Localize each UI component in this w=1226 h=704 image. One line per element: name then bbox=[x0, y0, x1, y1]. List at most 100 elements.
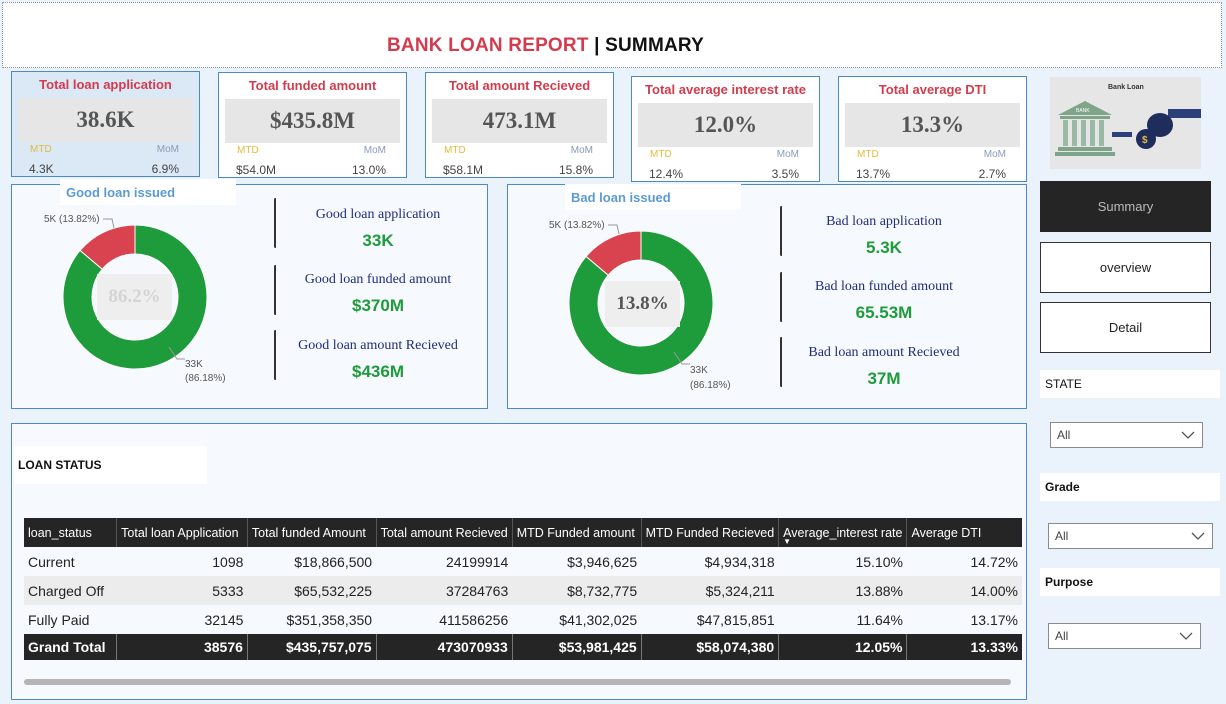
kpi-average-dti[interactable]: Total average DTI 13.3% MTD MoM 13.7% 2.… bbox=[838, 76, 1027, 182]
page-title: BANK LOAN REPORT | SUMMARY bbox=[387, 35, 704, 57]
small-slice-label: 5K (13.82%) bbox=[44, 214, 100, 225]
large-slice-label-count: 33K bbox=[690, 365, 708, 376]
table-cell: $5,324,211 bbox=[641, 576, 779, 605]
slice-leader-lines bbox=[673, 351, 690, 365]
kpi-average-interest-rate[interactable]: Total average interest rate 12.0% MTD Mo… bbox=[631, 76, 820, 182]
large-slice-label-percent: (86.18%) bbox=[690, 380, 731, 391]
kpi-label: Total funded amount bbox=[248, 78, 377, 93]
column-header[interactable]: Total amount Recieved bbox=[376, 518, 513, 547]
column-header[interactable]: MTD Funded Recieved bbox=[641, 518, 780, 547]
chevron-down-icon bbox=[1181, 431, 1195, 439]
table-cell: $351,358,350 bbox=[286, 611, 373, 628]
table-cell: $3,946,625 bbox=[567, 553, 638, 570]
kpi-value: 38.6K bbox=[18, 98, 193, 142]
bad-loan-title: Bad loan issued bbox=[565, 184, 741, 210]
bad-loan-donut[interactable] bbox=[556, 218, 726, 388]
table-cell: Fully Paid bbox=[28, 611, 90, 628]
grade-filter-select[interactable]: All bbox=[1048, 523, 1213, 549]
metric-value: 65.53M bbox=[855, 303, 913, 322]
table-cell: $435,757,075 bbox=[247, 634, 377, 660]
column-header[interactable]: MTD Funded amount bbox=[512, 518, 642, 547]
mtd-value: $58.1M bbox=[443, 163, 484, 177]
slice-leader-lines bbox=[103, 218, 115, 229]
mom-value: 15.8% bbox=[558, 163, 593, 177]
logo-caption: Bank Loan bbox=[1108, 84, 1144, 91]
logo-building-text: BANK bbox=[1076, 108, 1090, 114]
kpi-value: 473.1M bbox=[432, 99, 607, 143]
title-section: SUMMARY bbox=[605, 35, 704, 56]
small-slice-label: 5K (13.82%) bbox=[549, 220, 605, 231]
kpi-total-funded-amount[interactable]: Total funded amount $435.8M MTD MoM $54.… bbox=[218, 72, 407, 178]
table-cell: 15.10% bbox=[855, 553, 903, 570]
table-cell: Current bbox=[28, 553, 75, 570]
mom-label: MoM bbox=[363, 145, 386, 156]
donut-slice-good-loan[interactable] bbox=[568, 230, 714, 376]
metric-divider bbox=[274, 198, 277, 248]
column-header[interactable]: loan_status bbox=[24, 518, 118, 547]
mtd-label: MTD bbox=[30, 144, 52, 155]
kpi-label: Total average interest rate bbox=[645, 82, 806, 97]
table-row[interactable]: Current 1098 $18,866,500 24199914 $3,946… bbox=[24, 547, 1022, 576]
metric-label: Good loan amount Recieved bbox=[298, 338, 458, 353]
bad-loan-funded-metric: Bad loan funded amount 65.53M bbox=[789, 279, 979, 323]
metric-value: $370M bbox=[352, 296, 404, 315]
horizontal-scrollbar[interactable] bbox=[24, 679, 1011, 685]
mtd-value: 12.4% bbox=[649, 167, 684, 181]
table-cell: $4,934,318 bbox=[704, 553, 775, 570]
kpi-label: Total average DTI bbox=[878, 82, 987, 97]
bad-loan-slices bbox=[568, 230, 714, 376]
state-filter-label: STATE bbox=[1040, 370, 1220, 398]
table-cell: $18,866,500 bbox=[294, 553, 373, 570]
table-cell: $8,732,775 bbox=[512, 576, 642, 605]
metric-label: Bad loan funded amount bbox=[814, 279, 954, 294]
column-header[interactable]: Total loan Application bbox=[116, 518, 248, 547]
bank-loan-logo: Bank Loan BANK $ bbox=[1050, 77, 1201, 169]
good-loan-center-value: 86.2% bbox=[97, 274, 172, 320]
column-header-sorted[interactable]: Average_interest rate ▼ bbox=[778, 518, 908, 547]
purpose-filter-value: All bbox=[1055, 629, 1069, 643]
column-header[interactable]: Total funded Amount bbox=[247, 518, 377, 547]
title-separator: | bbox=[588, 35, 606, 56]
summary-nav-button[interactable]: Summary bbox=[1040, 181, 1211, 232]
metric-value: $436M bbox=[352, 362, 404, 381]
table-cell: $53,981,425 bbox=[512, 634, 642, 660]
kpi-value: 12.0% bbox=[638, 103, 813, 147]
loan-status-table: loan_status Total loan Application Total… bbox=[24, 518, 1022, 660]
good-loan-slices bbox=[62, 224, 208, 370]
column-header[interactable]: Average DTI bbox=[906, 518, 1022, 547]
table-cell: 14.00% bbox=[906, 576, 1022, 605]
state-filter-value: All bbox=[1057, 428, 1071, 442]
mom-label: MoM bbox=[156, 144, 179, 155]
table-cell: 32145 bbox=[204, 611, 244, 628]
table-cell: 13.17% bbox=[970, 611, 1018, 628]
purpose-filter-label: Purpose bbox=[1040, 568, 1220, 596]
overview-nav-button[interactable]: overview bbox=[1040, 242, 1211, 293]
kpi-total-amount-received[interactable]: Total amount Recieved 473.1M MTD MoM $58… bbox=[425, 72, 614, 178]
bad-loan-center-value: 13.8% bbox=[605, 281, 680, 327]
table-cell: 24199914 bbox=[445, 553, 509, 570]
table-row[interactable]: Fully Paid 32145 $351,358,350 411586256 … bbox=[24, 605, 1022, 634]
purpose-filter-select[interactable]: All bbox=[1048, 623, 1201, 649]
metric-divider bbox=[780, 206, 783, 256]
state-filter-select[interactable]: All bbox=[1050, 422, 1203, 448]
loan-status-title: LOAN STATUS bbox=[14, 446, 207, 484]
metric-label: Bad loan application bbox=[826, 214, 942, 229]
donut-slice-good-loan[interactable] bbox=[62, 224, 208, 370]
kpi-label: Total amount Recieved bbox=[448, 78, 591, 93]
mom-value: 2.7% bbox=[978, 167, 1006, 181]
kpi-total-loan-application[interactable]: Total loan application 38.6K MTD MoM 4.3… bbox=[11, 71, 200, 177]
mom-value: 6.9% bbox=[151, 162, 179, 176]
good-loan-funded-metric: Good loan funded amount $370M bbox=[283, 272, 473, 316]
detail-nav-button[interactable]: Detail bbox=[1040, 302, 1211, 353]
slice-leader-lines bbox=[168, 346, 185, 360]
mom-label: MoM bbox=[983, 149, 1006, 160]
table-cell: Charged Off bbox=[24, 576, 117, 605]
metric-value: 5.3K bbox=[866, 238, 902, 257]
grand-total-row[interactable]: Grand Total 38576 $435,757,075 473070933… bbox=[24, 634, 1022, 660]
table-cell: 1098 bbox=[212, 553, 244, 570]
report-header: BANK LOAN REPORT | SUMMARY bbox=[2, 2, 1222, 68]
table-row[interactable]: Charged Off 5333 $65,532,225 37284763 $8… bbox=[24, 576, 1022, 605]
good-loan-donut[interactable] bbox=[50, 212, 220, 382]
metric-divider bbox=[274, 330, 277, 380]
grade-filter-label: Grade bbox=[1040, 473, 1220, 501]
